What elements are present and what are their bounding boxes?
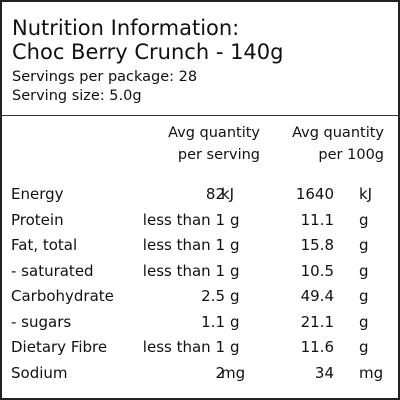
per-serving-value: less than 1 [142, 236, 225, 254]
per-serving-value: 82 [205, 185, 225, 203]
per-100g-value: 15.8 [300, 236, 334, 254]
per-serving-value: less than 1 [142, 261, 225, 280]
title: Nutrition Information: [12, 16, 240, 40]
per-100g-value: 49.4 [300, 287, 334, 305]
per-serving-unit: g [230, 287, 240, 305]
per-serving-value: 1.1 [201, 312, 225, 331]
divider [2, 115, 398, 116]
servings-per-package: Servings per package: 28 [12, 69, 198, 85]
per-serving-unit: g [230, 338, 240, 356]
per-serving-unit: g [230, 312, 240, 331]
serving-size: Serving size: 5.0g [12, 88, 142, 104]
per-100g-value: 11.6 [300, 338, 334, 356]
per-serving-value: less than 1 [142, 338, 225, 356]
per-100g-unit: g [359, 236, 369, 254]
column-header: per serving [177, 147, 260, 163]
per-100g-value: 34 [314, 363, 334, 382]
per-100g-unit: g [359, 261, 369, 280]
per-serving-unit: g [230, 261, 240, 280]
per-100g-value: 11.1 [300, 210, 334, 229]
per-serving-unit: kJ [221, 185, 235, 203]
per-100g-unit: g [359, 287, 369, 305]
per-serving-unit: g [230, 210, 240, 229]
per-100g-unit: kJ [359, 185, 373, 203]
nutrient-name: Dietary Fibre [11, 338, 108, 356]
column-header: Avg quantity [292, 125, 384, 141]
per-serving-value: 2.5 [201, 287, 225, 305]
product-name: Choc Berry Crunch - 140g [12, 40, 284, 64]
nutrient-name: Sodium [11, 363, 68, 382]
nutrient-name: - sugars [11, 312, 72, 331]
per-100g-value: 1640 [295, 185, 334, 203]
per-100g-unit: g [359, 338, 369, 356]
nutrient-name: - saturated [11, 261, 94, 280]
nutrient-name: Carbohydrate [11, 287, 114, 305]
per-100g-value: 21.1 [300, 312, 334, 331]
nutrient-name: Protein [11, 210, 64, 229]
per-serving-value: 2 [215, 363, 225, 382]
nutrient-name: Energy [11, 185, 64, 203]
column-header: per 100g [318, 147, 384, 163]
per-100g-unit: g [359, 210, 369, 229]
per-100g-value: 10.5 [300, 261, 334, 280]
column-header: Avg quantity [168, 125, 260, 141]
per-serving-unit: mg [221, 363, 246, 382]
per-serving-value: less than 1 [142, 210, 225, 229]
per-serving-unit: g [230, 236, 240, 254]
per-100g-unit: mg [359, 363, 384, 382]
nutrient-name: Fat, total [11, 236, 78, 254]
per-100g-unit: g [359, 312, 369, 331]
